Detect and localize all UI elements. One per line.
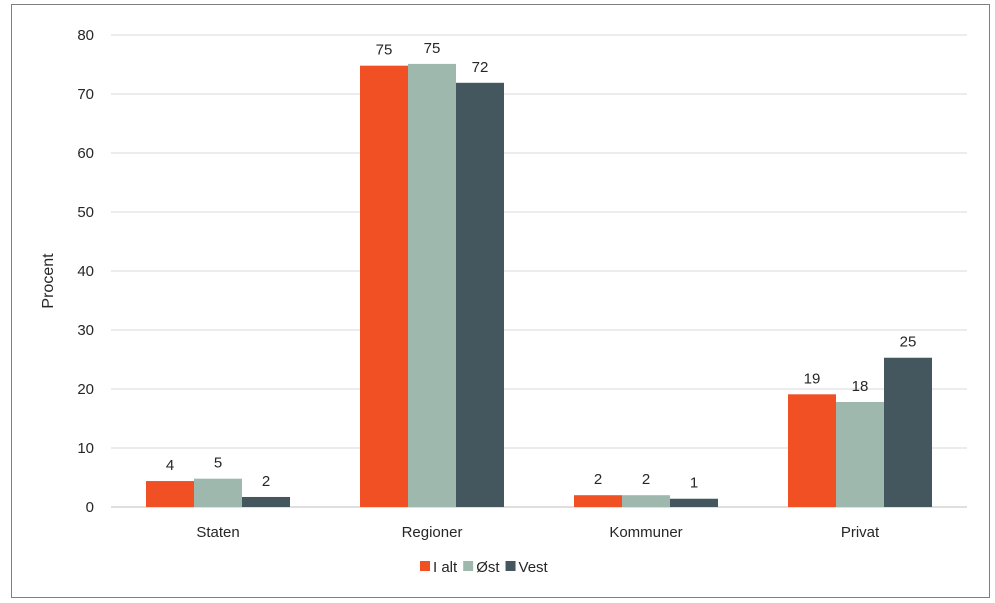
y-tick-label: 30 bbox=[77, 322, 94, 339]
bar bbox=[884, 357, 932, 507]
data-label: 19 bbox=[804, 370, 821, 387]
data-label: 25 bbox=[900, 334, 917, 351]
bar bbox=[622, 495, 670, 507]
category-label: Regioner bbox=[402, 524, 463, 541]
legend-label: Øst bbox=[476, 559, 500, 576]
data-label: 2 bbox=[594, 471, 602, 488]
bar-chart: 0 10 20 30 40 50 60 70 80 4 5 2 75 75 72 2 2 1 19 18 25 Sta… bbox=[40, 27, 967, 576]
data-label: 4 bbox=[166, 457, 174, 474]
data-label: 5 bbox=[214, 455, 222, 472]
gridlines bbox=[111, 34, 967, 508]
data-labels: 4 5 2 75 75 72 2 2 1 19 18 25 bbox=[166, 40, 917, 492]
data-label: 2 bbox=[262, 473, 270, 490]
legend-swatch bbox=[463, 561, 474, 571]
y-tick-label: 50 bbox=[77, 204, 94, 221]
data-label: 2 bbox=[642, 471, 650, 488]
data-label: 1 bbox=[690, 475, 698, 492]
bar bbox=[146, 481, 194, 507]
category-label: Staten bbox=[196, 524, 239, 541]
legend-swatch bbox=[505, 561, 516, 571]
data-label: 18 bbox=[852, 378, 869, 395]
y-tick-label: 80 bbox=[77, 27, 94, 44]
y-tick-label: 70 bbox=[77, 86, 94, 103]
y-tick-label: 0 bbox=[86, 499, 94, 516]
bar bbox=[836, 401, 884, 507]
legend: I alt Øst Vest bbox=[420, 559, 549, 576]
y-axis-label: Procent bbox=[40, 253, 57, 309]
y-tick-label: 40 bbox=[77, 263, 94, 280]
bar bbox=[788, 394, 836, 507]
y-axis-ticks: 0 10 20 30 40 50 60 70 80 bbox=[77, 27, 94, 516]
legend-label: Vest bbox=[519, 559, 549, 576]
y-tick-label: 10 bbox=[77, 440, 94, 457]
data-label: 75 bbox=[376, 42, 393, 59]
bar bbox=[408, 63, 456, 507]
data-label: 72 bbox=[472, 59, 489, 76]
category-label: Kommuner bbox=[609, 524, 682, 541]
bar bbox=[242, 496, 290, 507]
chart-frame: 0 10 20 30 40 50 60 70 80 4 5 2 75 75 72 2 2 1 19 18 25 Sta… bbox=[11, 4, 990, 598]
bar bbox=[574, 495, 622, 507]
y-tick-label: 20 bbox=[77, 381, 94, 398]
legend-swatch bbox=[420, 561, 430, 571]
category-label: Privat bbox=[841, 524, 880, 541]
bar bbox=[456, 82, 504, 507]
bars bbox=[146, 63, 932, 508]
data-label: 75 bbox=[424, 40, 441, 57]
legend-label: I alt bbox=[433, 559, 458, 576]
bar bbox=[360, 65, 408, 508]
x-axis-categories: Staten Regioner Kommuner Privat bbox=[196, 524, 880, 541]
y-tick-label: 60 bbox=[77, 145, 94, 162]
bar bbox=[670, 498, 718, 507]
bar bbox=[194, 478, 242, 507]
